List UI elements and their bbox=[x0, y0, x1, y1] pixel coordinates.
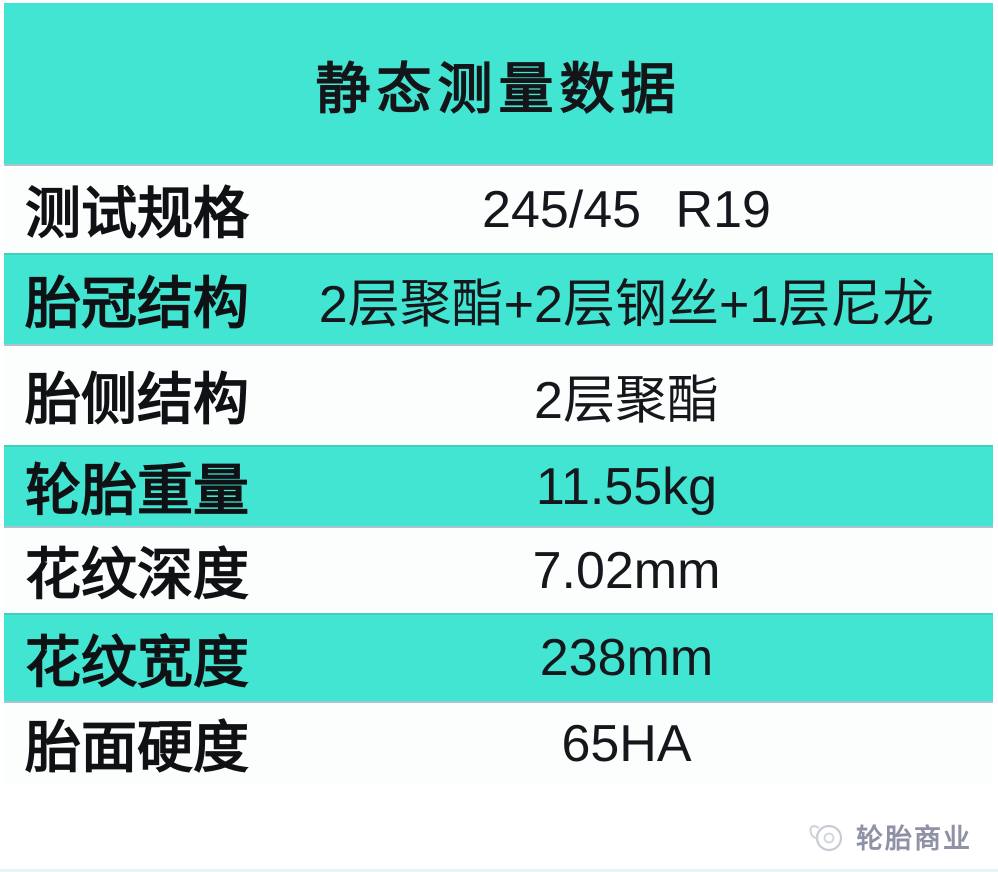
row-label: 胎侧结构 bbox=[25, 368, 249, 431]
table-row: 胎冠结构 2层聚酯+2层钢丝+1层尼龙 bbox=[4, 253, 993, 346]
table-row: 测试规格 245/45 R19 bbox=[4, 166, 993, 253]
row-value: 7.02mm bbox=[532, 541, 721, 600]
table-title: 静态测量数据 bbox=[4, 3, 993, 166]
tire-logo-icon bbox=[809, 824, 843, 852]
table-row: 轮胎重量 11.55kg bbox=[4, 445, 993, 528]
row-label: 轮胎重量 bbox=[25, 459, 249, 522]
table-row: 胎侧结构 2层聚酯 bbox=[4, 346, 993, 445]
table-row: 花纹深度 7.02mm bbox=[4, 528, 993, 613]
row-label: 胎冠结构 bbox=[25, 272, 249, 335]
table-row: 胎面硬度 65HA bbox=[4, 703, 993, 784]
row-label: 花纹深度 bbox=[25, 543, 249, 606]
row-value: 65HA bbox=[561, 714, 692, 773]
row-value: 245/45 R19 bbox=[482, 180, 771, 239]
row-value: 238mm bbox=[539, 629, 714, 687]
watermark-text: 轮胎商业 bbox=[856, 823, 972, 854]
row-value: 2层聚酯 bbox=[534, 372, 719, 430]
row-label: 花纹宽度 bbox=[25, 630, 249, 694]
row-value: 2层聚酯+2层钢丝+1层尼龙 bbox=[318, 276, 935, 334]
row-value: 11.55kg bbox=[535, 457, 718, 516]
table-row: 花纹宽度 238mm bbox=[4, 613, 993, 703]
watermark: 轮胎商业 bbox=[0, 800, 998, 872]
row-label: 测试规格 bbox=[25, 182, 249, 245]
row-label: 胎面硬度 bbox=[25, 716, 249, 779]
measurement-table: 静态测量数据 测试规格 245/45 R19 胎冠结构 2层聚酯+2层钢丝+1层… bbox=[4, 3, 993, 784]
bottom-divider bbox=[0, 869, 998, 872]
